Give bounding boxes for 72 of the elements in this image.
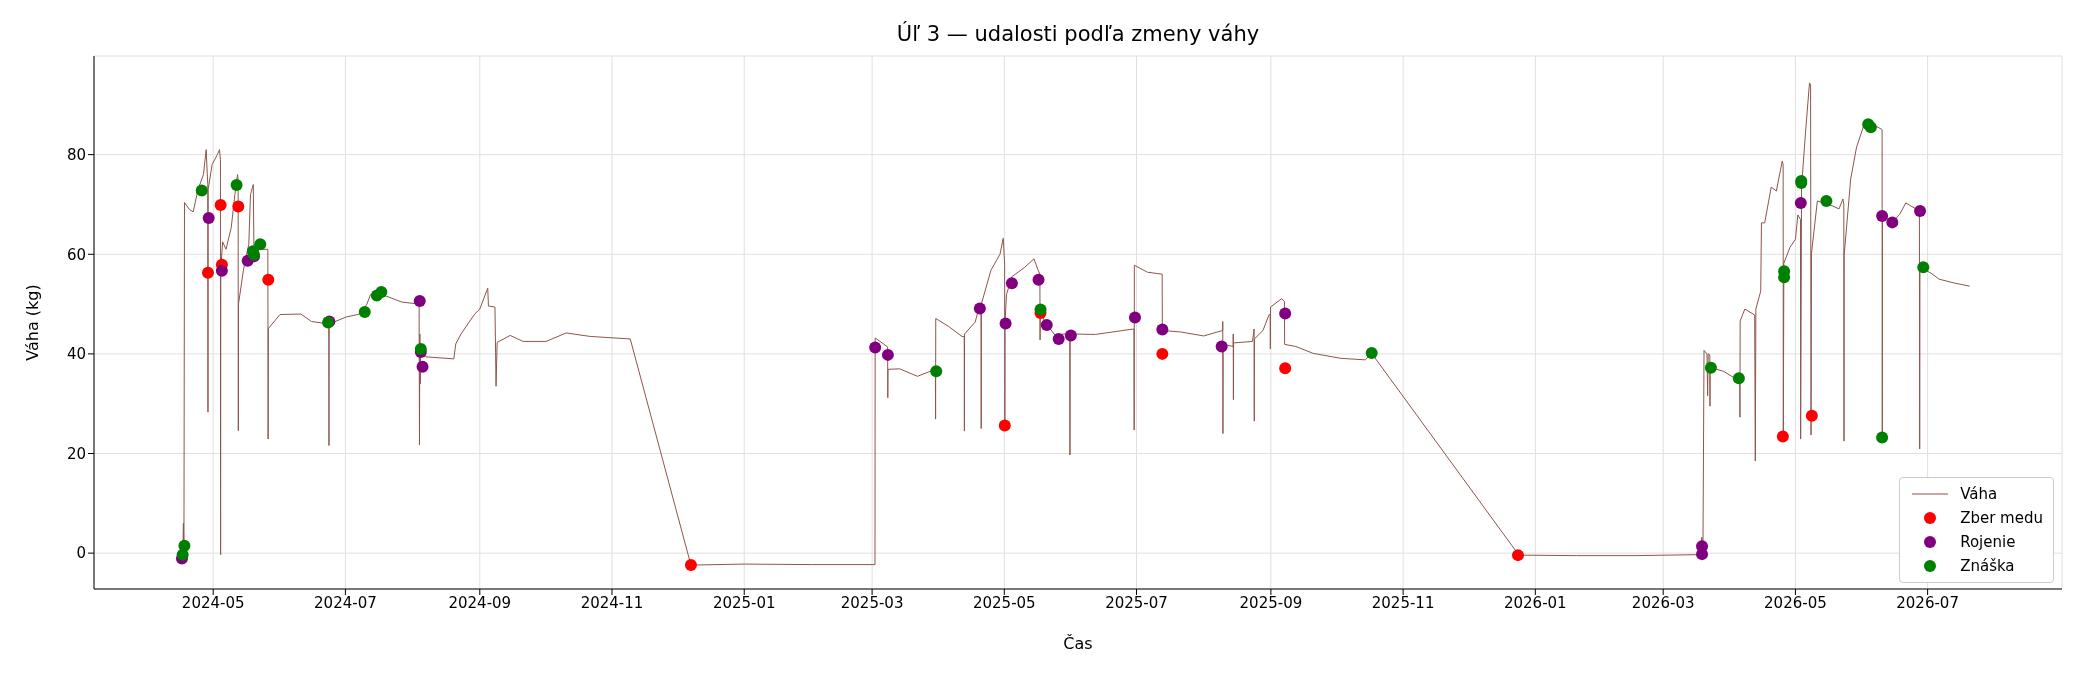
point [1032,273,1045,286]
y-axis-title: Váha (kg) [22,284,42,361]
x-tick-label: 2025-11 [1371,593,1435,612]
point [1156,323,1169,336]
x-tick-label: 2026-07 [1896,593,1959,612]
point [1279,362,1292,375]
point [1064,329,1077,342]
point [1511,549,1524,562]
point [1914,204,1927,217]
x-axis-title: Čas [1063,634,1093,653]
point [375,286,388,299]
point [195,184,208,197]
point [1704,361,1717,374]
x-tick-label: 2024-07 [314,593,377,612]
point [998,419,1011,432]
point [1886,216,1899,229]
point [1034,303,1047,316]
point [684,559,697,572]
x-tick-label: 2026-01 [1503,593,1567,612]
x-tick-label: 2026-05 [1764,593,1827,612]
point [1365,346,1378,359]
point [881,348,894,361]
x-tick-label: 2026-03 [1631,593,1695,612]
chart-title: Úľ 3 — udalosti podľa zmeny váhy [895,22,1261,46]
point [1876,431,1889,444]
point [416,360,429,373]
x-tick-label: 2024-05 [181,593,245,612]
point [1040,318,1053,331]
point [1279,307,1292,320]
x-tick-label: 2025-07 [1105,593,1168,612]
point [1794,196,1807,209]
x-tick-label: 2024-11 [580,593,644,612]
point [230,179,243,192]
point [1820,194,1833,207]
x-tick-label: 2025-05 [972,593,1036,612]
point [262,273,275,286]
point [232,200,245,213]
legend-label: Rojenie [1960,533,2016,551]
legend-label: Znáška [1960,557,2015,575]
point [1005,277,1018,290]
point [1776,430,1789,443]
point [999,317,1012,330]
point [869,341,882,354]
y-tick-label: 80 [66,145,86,164]
x-tick-label: 2025-03 [840,593,904,612]
point [214,198,227,211]
y-tick-label: 0 [76,544,86,563]
point [930,365,943,378]
point [1917,261,1930,274]
y-tick-label: 60 [66,245,86,264]
point [201,266,214,279]
point [1156,347,1169,360]
x-tick-label: 2025-09 [1239,593,1303,612]
point [215,264,228,277]
legend-label: Váha [1960,485,1998,503]
point [1128,311,1141,324]
legend-label: Zber medu [1960,509,2043,527]
x-tick-label: 2025-01 [712,593,776,612]
y-tick-label: 40 [66,345,86,364]
point [1215,340,1228,353]
point [254,238,267,251]
point [973,302,986,315]
point [178,539,191,552]
point [1876,209,1889,222]
point [358,306,371,319]
point [1732,372,1745,385]
point [202,211,215,224]
y-tick-label: 20 [66,444,86,463]
point [1805,409,1818,422]
x-tick-label: 2024-09 [448,593,512,612]
point [413,295,426,308]
point [1052,332,1065,345]
